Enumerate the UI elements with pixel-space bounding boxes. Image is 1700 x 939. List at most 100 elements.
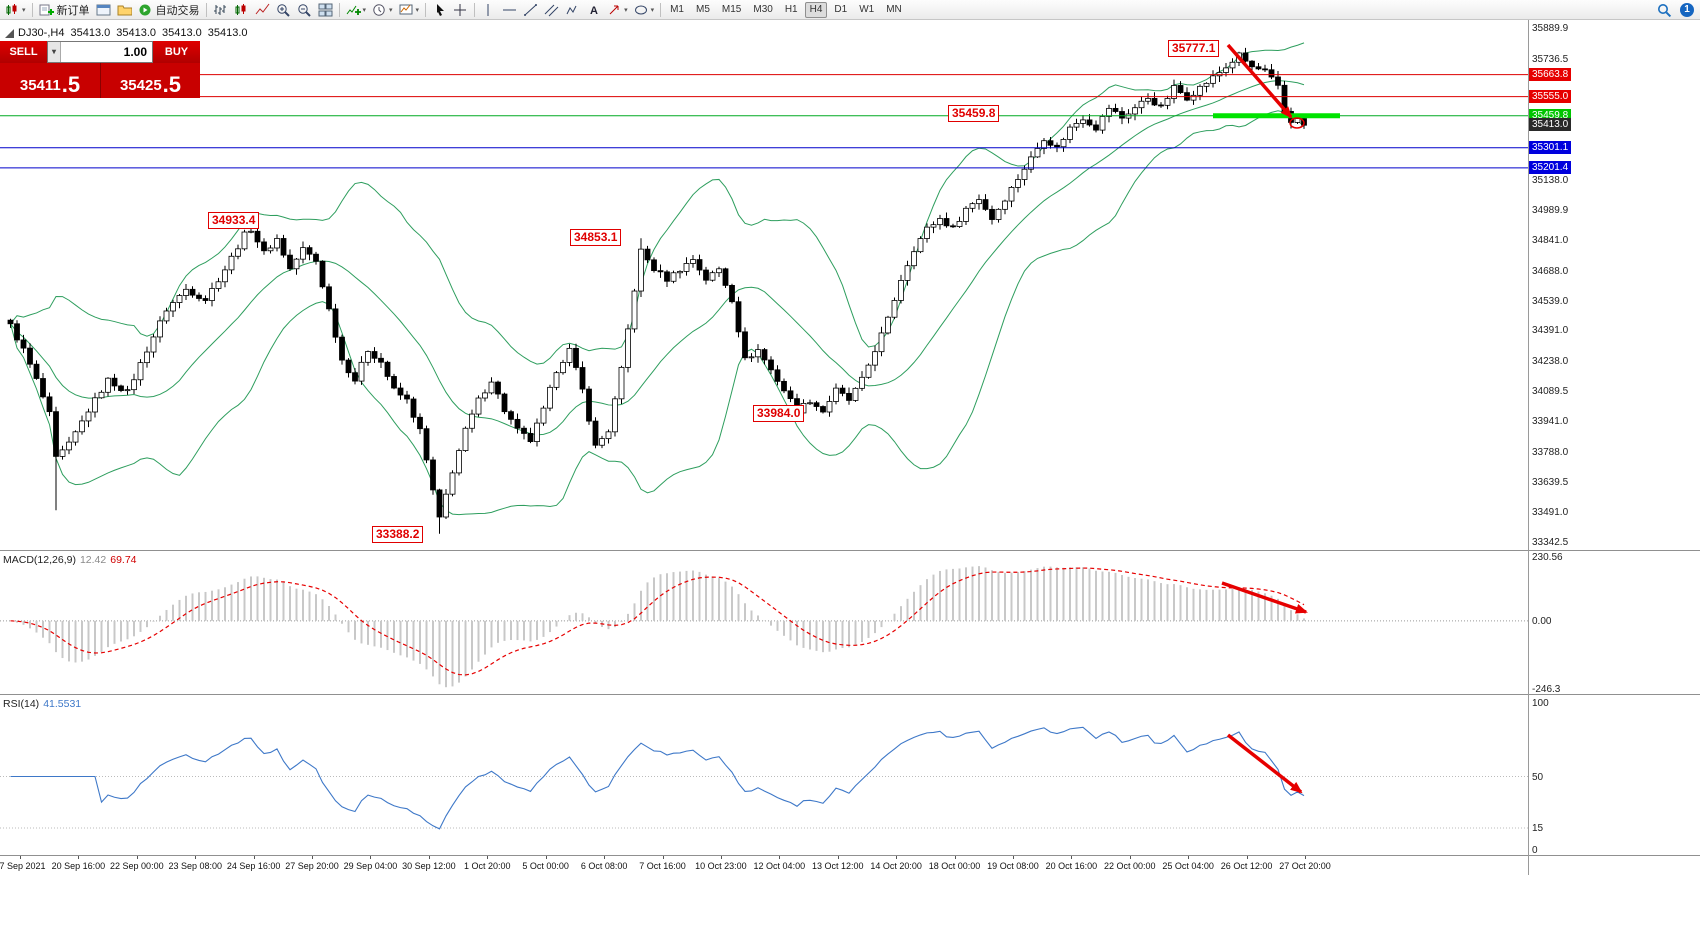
- auto-trading-button[interactable]: 自动交易: [135, 1, 203, 19]
- time-tick: [20, 856, 21, 859]
- price-annotation[interactable]: 33388.2: [372, 526, 424, 543]
- cursor-button[interactable]: [429, 1, 450, 19]
- price-annotation[interactable]: 35777.1: [1168, 40, 1220, 57]
- sell-button[interactable]: SELL: [0, 41, 47, 63]
- horizontal-line-button[interactable]: [499, 1, 520, 19]
- arrows-tool-dropdown-icon[interactable]: ▾: [624, 6, 628, 14]
- volume-dropdown-icon[interactable]: ▾: [48, 42, 61, 62]
- zoom-out-button[interactable]: [294, 1, 315, 19]
- price-level-label: 35301.1: [1529, 140, 1572, 154]
- price-annotation[interactable]: 33984.0: [753, 405, 805, 422]
- profiles-button[interactable]: [114, 1, 135, 19]
- indicators-icon: [346, 5, 361, 15]
- time-axis-label: 24 Sep 16:00: [226, 861, 281, 871]
- time-tick: [896, 856, 898, 859]
- templates-button[interactable]: ▾: [396, 1, 423, 19]
- trendline-button[interactable]: [520, 1, 541, 19]
- toolbar: ▾ 新订单 自动交易 ▾ ▾ ▾ A ▾ ▾ M1 M5 M15 M30 H1 H4 D1 W1 MN 1: [0, 0, 1700, 20]
- zoom-in-button[interactable]: [273, 1, 294, 19]
- time-tick: [136, 856, 138, 859]
- timeframe-m1-button[interactable]: M1: [670, 3, 684, 15]
- indicators-button[interactable]: ▾: [343, 1, 370, 19]
- price-level-label: 35413.0: [1529, 118, 1572, 132]
- macd-panel[interactable]: MACD(12,26,9) 12.42 69.74 230.56 0.00 -246.3: [0, 550, 1700, 695]
- toolbar-right: 1: [1654, 0, 1694, 20]
- bar-chart-type-button[interactable]: [210, 1, 231, 19]
- indicators-dropdown-icon[interactable]: ▾: [362, 6, 367, 14]
- arrows-tool-icon: [609, 5, 619, 14]
- timeframe-m15-button[interactable]: M15: [721, 3, 742, 15]
- price-level-label: 35555.0: [1529, 89, 1572, 103]
- price-chart-canvas[interactable]: [0, 20, 1528, 550]
- time-tick: [1071, 856, 1073, 859]
- timeframe-w1-button[interactable]: W1: [859, 3, 875, 15]
- chart-high: 35413.0: [116, 27, 156, 39]
- rsi-tick-label: 50: [1532, 771, 1544, 783]
- text-label-button[interactable]: A: [583, 1, 604, 19]
- shapes-tool-dropdown-icon[interactable]: ▾: [650, 6, 655, 14]
- periods-button[interactable]: ▾: [369, 1, 396, 19]
- price-tick-label: 33491.0: [1532, 507, 1569, 519]
- price-tick-label: 33639.5: [1532, 477, 1569, 489]
- rsi-label: RSI(14) 41.5531: [3, 698, 85, 710]
- auto-trading-label: 自动交易: [155, 4, 200, 17]
- timeframe-h1-button[interactable]: H1: [784, 3, 798, 15]
- chart-symbol-dropdown-icon[interactable]: ▾: [22, 6, 26, 14]
- time-axis-label: 5 Oct 00:00: [522, 861, 569, 871]
- price-annotation[interactable]: 35459.8: [948, 105, 1000, 122]
- line-chart-type-button[interactable]: [252, 1, 273, 19]
- periods-dropdown-icon[interactable]: ▾: [389, 6, 393, 14]
- rsi-panel[interactable]: RSI(14) 41.5531 100 50 15 0: [0, 694, 1700, 856]
- chart-window-icon: [96, 4, 111, 15]
- elliott-tools-button[interactable]: [562, 1, 583, 19]
- timeframe-h4-button[interactable]: H4: [804, 1, 828, 18]
- volume-field[interactable]: ▾ 1.00: [47, 41, 153, 63]
- shapes-tool-button[interactable]: ▾: [631, 1, 658, 19]
- price-level-label: 35663.8: [1529, 67, 1572, 81]
- macd-tick-label: -246.3: [1532, 684, 1561, 695]
- price-tick-label: 34989.9: [1532, 204, 1569, 216]
- volume-value[interactable]: 1.00: [123, 45, 147, 59]
- new-order-button[interactable]: 新订单: [36, 1, 93, 19]
- equidistant-channel-button[interactable]: [541, 1, 562, 19]
- templates-dropdown-icon[interactable]: ▾: [415, 6, 420, 14]
- vertical-line-button[interactable]: [478, 1, 499, 19]
- price-axis[interactable]: 35889.9 35736.5 35138.0 34989.9 34841.0 34688…: [1528, 20, 1700, 550]
- timeframe-m30-button[interactable]: M30: [753, 3, 773, 15]
- chart-window-button[interactable]: [93, 1, 114, 19]
- macd-canvas[interactable]: [0, 551, 1528, 694]
- timeframe-d1-button[interactable]: D1: [834, 3, 848, 15]
- price-annotation[interactable]: 34853.1: [570, 229, 622, 246]
- elliott-tools-icon: [566, 5, 577, 14]
- time-tick: [312, 856, 314, 859]
- time-axis-label: 30 Sep 12:00: [402, 861, 456, 871]
- one-click-trading-panel: SELL ▾ 1.00 BUY 35411.5 35425.5: [0, 41, 200, 98]
- toolbar-separator: [425, 2, 427, 17]
- crosshair-button[interactable]: [450, 1, 471, 19]
- cursor-icon: [437, 3, 445, 16]
- timeframe-m5-button[interactable]: M5: [696, 3, 710, 15]
- search-button[interactable]: [1654, 1, 1675, 19]
- toolbar-separator: [205, 2, 207, 17]
- buy-price-main: 35425: [119, 77, 162, 94]
- price-tick-label: 33941.0: [1532, 416, 1569, 428]
- buy-button[interactable]: BUY: [153, 41, 200, 63]
- chart-symbol-button[interactable]: ▾: [2, 1, 29, 19]
- sell-price[interactable]: 35411.5: [0, 63, 100, 98]
- rsi-tick-label: 100: [1532, 698, 1549, 709]
- price-tick-label: 34238.0: [1532, 356, 1569, 368]
- time-axis[interactable]: 17 Sep 2021 20 Sep 16:00 22 Sep 00:00 23 Se…: [0, 855, 1700, 875]
- timeframe-mn-button[interactable]: MN: [886, 3, 902, 15]
- price-annotation[interactable]: 34933.4: [208, 212, 260, 229]
- candle-chart-type-button[interactable]: [231, 1, 252, 19]
- rsi-canvas[interactable]: [0, 695, 1528, 855]
- main-chart-panel[interactable]: DJ30-,H4 35413.0 35413.0 35413.0 35413.0…: [0, 20, 1700, 550]
- price-tick-label: 34089.5: [1532, 386, 1569, 398]
- time-tick: [253, 856, 255, 859]
- auto-trading-icon: [139, 4, 151, 15]
- arrows-tool-button[interactable]: ▾: [604, 1, 631, 19]
- notification-badge[interactable]: 1: [1680, 3, 1694, 17]
- price-tick-label: 33342.5: [1532, 537, 1569, 548]
- tile-windows-button[interactable]: [315, 1, 336, 19]
- buy-price[interactable]: 35425.5: [100, 63, 200, 98]
